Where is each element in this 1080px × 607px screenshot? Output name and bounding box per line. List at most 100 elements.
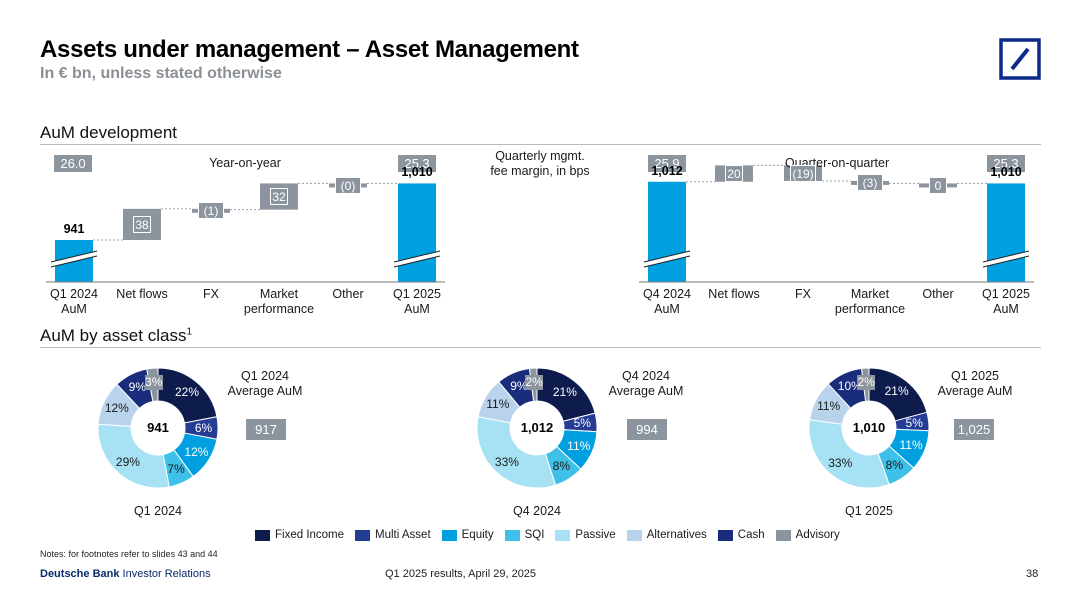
donut-slice-label: 5% xyxy=(573,416,591,431)
legend-label: Advisory xyxy=(795,529,840,541)
waterfall-category-label: FX xyxy=(203,287,219,301)
axis-break-line xyxy=(393,250,441,263)
donut-slice-label: 7% xyxy=(167,462,185,477)
average-aum-label: Q4 2024 Average AuM xyxy=(608,369,684,398)
waterfall-category-label: Q1 2025 AuM xyxy=(982,287,1030,316)
page-number: 38 xyxy=(1026,568,1039,580)
donut-slice-label: 22% xyxy=(174,385,200,400)
fee-margin-end-badge: 25.3 xyxy=(987,155,1025,172)
waterfall-delta-label: (3) xyxy=(857,174,883,192)
donut-slice-label: 11% xyxy=(486,397,510,412)
waterfall-delta-label: (19) xyxy=(790,164,816,182)
legend-item: SQI xyxy=(504,529,545,541)
donut-slice-label: 8% xyxy=(885,458,904,473)
donut-center-label: 1,010 xyxy=(852,420,886,435)
waterfall-category-label: Net flows xyxy=(708,287,760,301)
legend-swatch xyxy=(717,529,733,541)
donut-slice-label: 2% xyxy=(857,375,876,391)
donut-slice-label: 11% xyxy=(817,399,841,414)
donut-slice-label: 2% xyxy=(525,375,544,391)
waterfall-category-label: FX xyxy=(795,287,811,301)
fee-margin-label: Quarterly mgmt. fee margin, in bps xyxy=(480,149,600,179)
footnote-marker: 1 xyxy=(186,326,193,338)
legend-label: SQI xyxy=(524,529,545,541)
donut-slice-label: 9% xyxy=(128,379,146,394)
waterfall-value-label: 1,010 xyxy=(401,165,433,180)
fee-margin-start-badge: 25.9 xyxy=(648,155,686,172)
waterfall-delta-label: 38 xyxy=(133,215,151,233)
axis-break-line xyxy=(643,250,691,263)
fee-margin-start-badge: 26.0 xyxy=(54,155,92,172)
waterfall-category-label: Other xyxy=(332,287,364,301)
axis-break-mark xyxy=(51,251,97,267)
section-heading-aum-development: AuM development xyxy=(40,123,178,142)
waterfall-bar xyxy=(398,183,436,282)
donut-slice-label: 6% xyxy=(194,420,213,435)
legend-swatch xyxy=(504,529,520,541)
legend-swatch xyxy=(775,529,791,541)
donut-slice-label: 8% xyxy=(552,458,571,473)
legend-item: Equity xyxy=(441,529,494,541)
donut-slice-label: 11% xyxy=(899,437,923,452)
axis-break-mark xyxy=(983,251,1029,267)
average-aum-badge: 917 xyxy=(246,419,286,440)
donut-slice-label: 5% xyxy=(905,415,923,430)
section-divider xyxy=(40,347,1041,348)
donut-center-label: 1,012 xyxy=(520,420,554,435)
waterfall-value-label: 1,012 xyxy=(651,163,683,178)
waterfall-category-label: Net flows xyxy=(116,287,168,301)
donut-slice-label: 21% xyxy=(552,384,577,399)
waterfall-category-label: Q1 2024 AuM xyxy=(50,287,98,316)
donut-slice-label: 10% xyxy=(837,379,862,394)
axis-break-mark xyxy=(644,251,690,267)
waterfall-category-label: Market performance xyxy=(834,287,906,316)
waterfall-delta-label: (0) xyxy=(335,176,361,194)
donut-slice xyxy=(808,419,890,489)
axis-break-line xyxy=(982,250,1030,263)
waterfall-category-label: Q4 2024 AuM xyxy=(643,287,691,316)
page-subtitle: In € bn, unless stated otherwise xyxy=(40,65,282,82)
donut-slice xyxy=(476,416,557,489)
axis-break-line xyxy=(643,255,691,268)
legend-swatch xyxy=(355,529,371,541)
fee-margin-end-badge: 25.3 xyxy=(398,155,436,172)
legend-item: Advisory xyxy=(775,529,840,541)
footer-brand-rest: Investor Relations xyxy=(119,568,211,580)
legend-item: Alternatives xyxy=(626,529,707,541)
section-divider xyxy=(40,144,1041,145)
legend-label: Equity xyxy=(461,529,494,541)
waterfall-category-label: Other xyxy=(922,287,954,301)
section-heading-text: AuM by asset class xyxy=(40,326,187,345)
footer-brand-bold: Deutsche Bank xyxy=(40,568,120,580)
footer-brand: Deutsche Bank Investor Relations xyxy=(40,568,211,580)
axis-break-line xyxy=(393,255,441,268)
donut-slice-label: 11% xyxy=(567,438,591,453)
waterfall-delta-label: 20 xyxy=(725,165,743,183)
donut-slice-label: 33% xyxy=(494,454,519,469)
waterfall-value-label: 1,010 xyxy=(990,165,1022,180)
deutsche-bank-logo-icon xyxy=(999,38,1041,80)
fee-margin-label-line2: fee margin, in bps xyxy=(490,164,590,178)
axis-break-line xyxy=(50,250,98,263)
waterfall-bar xyxy=(648,181,686,282)
page-title: Assets under management – Asset Manageme… xyxy=(40,36,579,63)
legend-item: Passive xyxy=(555,529,616,541)
waterfall-delta-label: (1) xyxy=(198,202,224,220)
axis-break-mark xyxy=(394,251,440,267)
legend-label: Cash xyxy=(737,529,765,541)
donut-slice xyxy=(97,423,170,489)
donut-slice-label: 21% xyxy=(884,384,909,399)
donut-slice-label: 9% xyxy=(510,378,528,393)
donut-slice-label: 33% xyxy=(828,455,853,470)
legend-label: Alternatives xyxy=(646,529,707,541)
average-aum-badge: 994 xyxy=(627,419,667,440)
legend-item: Fixed Income xyxy=(255,529,344,541)
legend-swatch xyxy=(441,529,457,541)
donut-slice-label: 3% xyxy=(144,375,163,391)
waterfall-category-label: Market performance xyxy=(243,287,315,316)
legend-label: Multi Asset xyxy=(375,529,431,541)
waterfall-delta-label: 0 xyxy=(929,176,947,194)
waterfall-delta-label: 32 xyxy=(270,188,288,206)
footer-center: Q1 2025 results, April 29, 2025 xyxy=(385,568,537,580)
donut-title: Q4 2024 xyxy=(513,504,561,518)
